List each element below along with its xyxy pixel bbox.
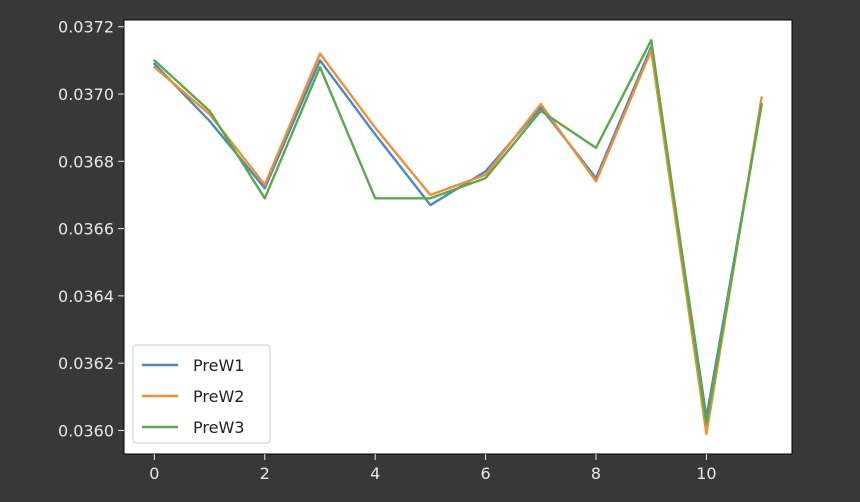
y-tick-label: 0.0372 — [58, 18, 114, 37]
series-line-prew2 — [153, 49, 763, 436]
y-tick-label: 0.0362 — [58, 354, 114, 373]
series-layer — [153, 38, 763, 436]
series-line-prew3 — [153, 38, 763, 425]
y-axis: 0.0360 0.0362 0.0364 0.0366 0.0368 0.0370 0.03… — [58, 18, 124, 440]
legend-label-prew3: PreW3 — [193, 418, 244, 437]
x-tick-label: 6 — [481, 464, 491, 483]
y-tick-label: 0.0364 — [58, 287, 114, 306]
y-tick-label: 0.0360 — [58, 421, 114, 440]
legend-box — [132, 344, 271, 444]
legend: PreW1 PreW2 PreW3 — [132, 344, 271, 444]
y-tick-label: 0.0366 — [58, 220, 114, 239]
legend-label-prew1: PreW1 — [193, 356, 244, 375]
y-tick-label: 0.0370 — [58, 85, 114, 104]
legend-label-prew2: PreW2 — [193, 387, 244, 406]
x-axis: 0 2 4 6 8 10 — [149, 454, 717, 483]
x-tick-label: 10 — [696, 464, 716, 483]
plot-frame — [123, 19, 793, 455]
x-tick-label: 0 — [149, 464, 159, 483]
x-tick-label: 2 — [260, 464, 270, 483]
y-tick-label: 0.0368 — [58, 152, 114, 171]
x-tick-label: 4 — [370, 464, 380, 483]
x-tick-label: 8 — [591, 464, 601, 483]
